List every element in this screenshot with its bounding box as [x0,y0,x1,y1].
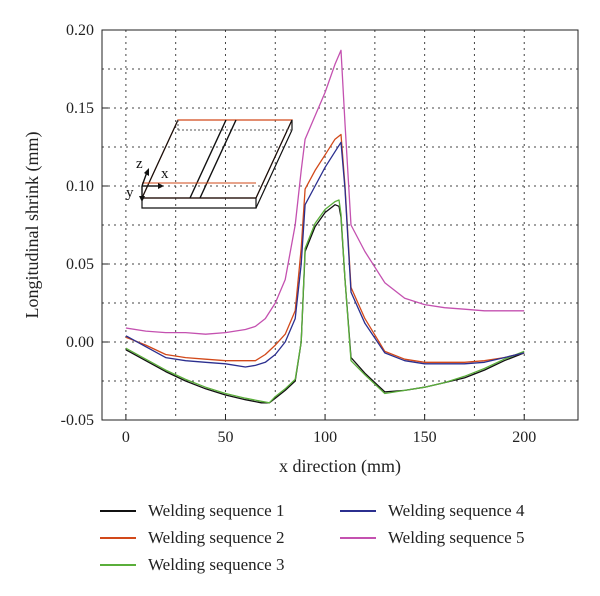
legend-item: Welding sequence 2 [100,527,284,549]
plate-right-edge [255,119,293,199]
z-arrow-head [144,168,149,176]
legend-swatch [100,537,136,539]
legend-item: Welding sequence 1 [100,500,284,522]
y-tick-label: 0.10 [66,178,94,195]
line-chart: 0 50 100 150 200 -0.05 0.00 0.05 0.10 0.15 0.20 x … [22,22,579,477]
legend-label: Welding sequence 5 [388,528,525,547]
tick-labels: 0 50 100 150 200 -0.05 0.00 0.05 0.10 0.15 0.20 [61,22,537,446]
y-tick-label: 0.20 [66,22,94,39]
series-line [125,133,525,363]
series-line [125,49,525,335]
inset-y-label: y [126,185,134,201]
y-arrow-head [139,196,145,202]
plot-frame [101,29,579,421]
legend-swatch [340,537,376,539]
plate-side-face [255,129,293,209]
y-axis-label: Longitudinal shrink (mm) [22,132,43,319]
x-tick-label: 0 [122,429,130,446]
plate-front-face [141,198,257,209]
grid-lines [102,30,578,420]
legend-swatch [100,564,136,566]
y-tick-label: 0.05 [66,256,94,273]
weld-seam-line [199,119,237,199]
legend-label: Welding sequence 4 [388,501,525,520]
x-tick-label: 150 [413,429,437,446]
legend-item: Welding sequence 5 [340,527,524,549]
x-arrow-head [158,183,164,189]
weld-seam-line [189,119,227,199]
axis-ticks [102,29,525,421]
x-tick-label: 200 [512,429,536,446]
plate-schematic-inset: z x y [126,119,293,209]
legend-label: Welding sequence 1 [148,501,285,520]
y-tick-label: 0.00 [66,334,94,351]
legend-item: Welding sequence 4 [340,500,524,522]
x-tick-label: 50 [217,429,233,446]
series-line [125,141,525,368]
inset-x-label: x [161,166,169,182]
z-axis-arrow [141,171,148,187]
legend-label: Welding sequence 3 [148,555,285,574]
legend-swatch [100,510,136,512]
legend-swatch [340,510,376,512]
legend-item: Welding sequence 3 [100,554,284,576]
legend-label: Welding sequence 2 [148,528,285,547]
series-line [125,199,525,404]
y-tick-label: -0.05 [61,412,94,429]
inset-z-label: z [136,156,143,172]
plot-series [125,49,525,404]
x-tick-label: 100 [313,429,337,446]
legend: Welding sequence 1 Welding sequence 2 We… [100,500,580,580]
x-axis-label: x direction (mm) [279,456,401,477]
plate-left-edge [141,119,179,199]
y-tick-label: 0.15 [66,100,94,117]
